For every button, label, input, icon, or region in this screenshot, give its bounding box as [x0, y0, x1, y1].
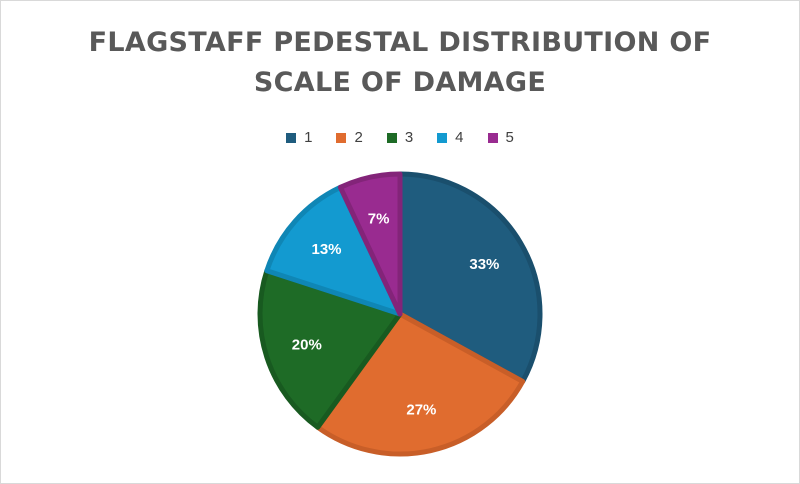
legend-label-1: 1 — [304, 129, 313, 146]
pie-slice-5 — [337, 171, 403, 317]
legend-label-4: 4 — [455, 129, 464, 146]
data-label-5: 7% — [368, 210, 390, 227]
pie-slice-2 — [315, 311, 526, 457]
pie-slice-3 — [257, 268, 403, 430]
legend-label-2: 2 — [354, 129, 363, 146]
legend-swatch-5 — [487, 132, 498, 143]
legend: 1 2 3 4 5 — [1, 129, 799, 146]
legend-label-5: 5 — [505, 129, 514, 146]
legend-item-3: 3 — [386, 129, 414, 146]
data-label-2: 27% — [406, 402, 436, 419]
chart-title-line-2: SCALE OF DAMAGE — [253, 67, 547, 98]
legend-swatch-4 — [437, 132, 448, 143]
legend-swatch-1 — [286, 132, 297, 143]
data-label-3: 20% — [292, 336, 322, 353]
legend-item-1: 1 — [286, 129, 312, 146]
legend-label-3: 3 — [404, 129, 414, 146]
pie-slice-1 — [397, 171, 543, 384]
chart-title: FLAGSTAFF PEDESTAL DISTRIBUTION OF SCALE… — [1, 23, 799, 103]
legend-swatch-2 — [336, 132, 347, 143]
legend-item-4: 4 — [437, 129, 464, 146]
data-label-1: 33% — [469, 256, 499, 273]
legend-item-2: 2 — [336, 129, 363, 146]
data-label-4: 13% — [311, 241, 341, 258]
pie-slice-4 — [264, 184, 403, 317]
legend-swatch-3 — [386, 132, 397, 143]
legend-item-5: 5 — [487, 129, 514, 146]
chart-title-line-1: FLAGSTAFF PEDESTAL DISTRIBUTION OF — [88, 27, 712, 58]
